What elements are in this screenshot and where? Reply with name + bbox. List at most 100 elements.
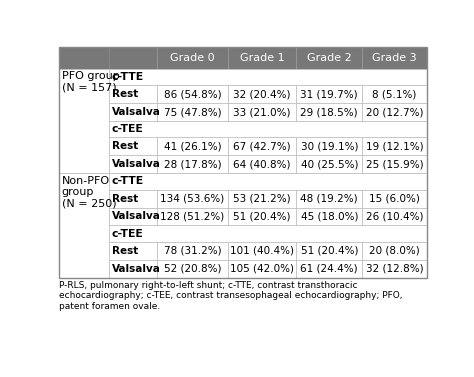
Bar bbox=[109, 242, 156, 260]
Text: 29 (18.5%): 29 (18.5%) bbox=[301, 107, 358, 117]
Text: 51 (20.4%): 51 (20.4%) bbox=[234, 211, 291, 221]
Bar bbox=[156, 103, 228, 121]
Bar bbox=[362, 190, 427, 207]
Bar bbox=[59, 173, 109, 277]
Bar bbox=[109, 137, 156, 155]
Text: P-RLS, pulmonary right-to-left shunt; c-TTE, contrast transthoracic
echocardiogr: P-RLS, pulmonary right-to-left shunt; c-… bbox=[59, 281, 403, 311]
Text: 32 (20.4%): 32 (20.4%) bbox=[234, 89, 291, 99]
Bar bbox=[59, 47, 427, 277]
Text: 105 (42.0%): 105 (42.0%) bbox=[230, 264, 294, 274]
Bar bbox=[156, 155, 228, 173]
Text: Rest: Rest bbox=[112, 141, 138, 151]
Text: 20 (12.7%): 20 (12.7%) bbox=[366, 107, 423, 117]
Text: 31 (19.7%): 31 (19.7%) bbox=[301, 89, 358, 99]
Text: 64 (40.8%): 64 (40.8%) bbox=[234, 159, 291, 169]
Text: 19 (12.1%): 19 (12.1%) bbox=[365, 141, 423, 151]
Bar bbox=[228, 155, 296, 173]
Text: 32 (12.8%): 32 (12.8%) bbox=[365, 264, 423, 274]
Bar bbox=[109, 155, 156, 173]
Bar bbox=[228, 190, 296, 207]
Bar bbox=[228, 207, 296, 225]
Text: 28 (17.8%): 28 (17.8%) bbox=[164, 159, 221, 169]
Bar bbox=[228, 103, 296, 121]
Text: Non-PFO
group
(N = 250): Non-PFO group (N = 250) bbox=[62, 176, 117, 209]
Bar bbox=[296, 103, 362, 121]
Text: Valsalva: Valsalva bbox=[112, 159, 161, 169]
Bar bbox=[156, 47, 228, 69]
Text: 78 (31.2%): 78 (31.2%) bbox=[164, 246, 221, 256]
Text: 51 (20.4%): 51 (20.4%) bbox=[301, 246, 358, 256]
Bar bbox=[296, 190, 362, 207]
Text: c-TTE: c-TTE bbox=[112, 176, 144, 186]
Bar bbox=[109, 190, 156, 207]
Bar bbox=[109, 207, 156, 225]
Text: Grade 3: Grade 3 bbox=[372, 53, 417, 63]
Bar bbox=[296, 207, 362, 225]
Bar bbox=[156, 207, 228, 225]
Text: 67 (42.7%): 67 (42.7%) bbox=[233, 141, 291, 151]
Bar bbox=[362, 242, 427, 260]
Text: 40 (25.5%): 40 (25.5%) bbox=[301, 159, 358, 169]
Text: 30 (19.1%): 30 (19.1%) bbox=[301, 141, 358, 151]
Bar bbox=[228, 137, 296, 155]
Text: 25 (15.9%): 25 (15.9%) bbox=[365, 159, 423, 169]
Bar bbox=[228, 242, 296, 260]
Text: Grade 2: Grade 2 bbox=[307, 53, 352, 63]
Text: 101 (40.4%): 101 (40.4%) bbox=[230, 246, 294, 256]
Bar bbox=[362, 47, 427, 69]
Bar bbox=[296, 47, 362, 69]
Bar bbox=[362, 103, 427, 121]
Bar bbox=[109, 121, 427, 137]
Text: 86 (54.8%): 86 (54.8%) bbox=[164, 89, 221, 99]
Bar bbox=[156, 137, 228, 155]
Bar bbox=[362, 207, 427, 225]
Text: Rest: Rest bbox=[112, 89, 138, 99]
Bar bbox=[296, 242, 362, 260]
Bar bbox=[362, 155, 427, 173]
Text: 45 (18.0%): 45 (18.0%) bbox=[301, 211, 358, 221]
Text: Rest: Rest bbox=[112, 246, 138, 256]
Bar bbox=[109, 173, 427, 190]
Bar bbox=[109, 47, 156, 69]
Bar bbox=[362, 137, 427, 155]
Text: 33 (21.0%): 33 (21.0%) bbox=[234, 107, 291, 117]
Text: c-TEE: c-TEE bbox=[112, 124, 144, 134]
Bar bbox=[362, 85, 427, 103]
Bar bbox=[59, 47, 109, 69]
Text: 52 (20.8%): 52 (20.8%) bbox=[164, 264, 221, 274]
Bar bbox=[296, 85, 362, 103]
Bar bbox=[156, 85, 228, 103]
Bar bbox=[296, 155, 362, 173]
Bar bbox=[156, 190, 228, 207]
Bar bbox=[109, 69, 427, 85]
Text: Valsalva: Valsalva bbox=[112, 211, 161, 221]
Text: 134 (53.6%): 134 (53.6%) bbox=[160, 193, 225, 204]
Bar bbox=[109, 225, 427, 242]
Bar bbox=[109, 260, 156, 277]
Bar bbox=[59, 69, 109, 173]
Bar bbox=[228, 85, 296, 103]
Text: 26 (10.4%): 26 (10.4%) bbox=[366, 211, 423, 221]
Bar bbox=[156, 260, 228, 277]
Bar bbox=[109, 85, 156, 103]
Text: c-TTE: c-TTE bbox=[112, 72, 144, 82]
Text: c-TEE: c-TEE bbox=[112, 228, 144, 239]
Text: Valsalva: Valsalva bbox=[112, 264, 161, 274]
Text: 41 (26.1%): 41 (26.1%) bbox=[164, 141, 221, 151]
Text: Rest: Rest bbox=[112, 193, 138, 204]
Text: 15 (6.0%): 15 (6.0%) bbox=[369, 193, 420, 204]
Bar bbox=[156, 242, 228, 260]
Text: 61 (24.4%): 61 (24.4%) bbox=[301, 264, 358, 274]
Text: 75 (47.8%): 75 (47.8%) bbox=[164, 107, 221, 117]
Bar bbox=[228, 47, 296, 69]
Text: 128 (51.2%): 128 (51.2%) bbox=[160, 211, 225, 221]
Text: PFO group
(N = 157): PFO group (N = 157) bbox=[62, 71, 119, 93]
Bar bbox=[228, 260, 296, 277]
Text: Grade 1: Grade 1 bbox=[240, 53, 284, 63]
Bar bbox=[362, 260, 427, 277]
Text: Grade 0: Grade 0 bbox=[170, 53, 215, 63]
Bar bbox=[109, 103, 156, 121]
Text: 20 (8.0%): 20 (8.0%) bbox=[369, 246, 420, 256]
Text: 8 (5.1%): 8 (5.1%) bbox=[372, 89, 417, 99]
Text: 48 (19.2%): 48 (19.2%) bbox=[301, 193, 358, 204]
